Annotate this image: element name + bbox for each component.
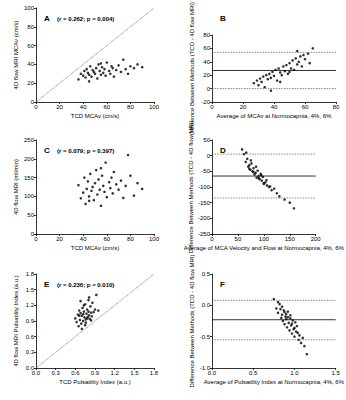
svg-text:Difference Between Methods (TC: Difference Between Methods (TCD - 4D flo… xyxy=(189,255,195,388)
svg-text:20: 20 xyxy=(203,72,210,78)
svg-text:100: 100 xyxy=(149,236,160,242)
svg-text:0.6: 0.6 xyxy=(71,370,80,376)
svg-text:40: 40 xyxy=(271,104,278,110)
svg-text:20: 20 xyxy=(27,80,34,86)
svg-text:100: 100 xyxy=(24,193,35,199)
svg-text:80: 80 xyxy=(203,32,210,38)
svg-text:TCD Pulsatility Index (a.u.): TCD Pulsatility Index (a.u.) xyxy=(59,379,130,385)
svg-text:50: 50 xyxy=(27,212,34,218)
svg-text:0.5: 0.5 xyxy=(202,271,211,277)
svg-text:60: 60 xyxy=(103,104,110,110)
svg-text:150: 150 xyxy=(285,236,296,242)
svg-text:-20: -20 xyxy=(201,99,210,105)
svg-text:0: 0 xyxy=(207,86,211,92)
svg-text:(r = 0.079; p = 0.397): (r = 0.079; p = 0.397) xyxy=(57,148,114,154)
svg-text:0: 0 xyxy=(34,236,38,242)
svg-text:(r = 0.262; p = 0.004): (r = 0.262; p = 0.004) xyxy=(57,16,114,22)
svg-text:50: 50 xyxy=(203,137,210,143)
svg-text:20: 20 xyxy=(56,236,63,242)
svg-text:E: E xyxy=(44,280,50,289)
svg-text:0.0: 0.0 xyxy=(202,302,211,308)
svg-text:0.6: 0.6 xyxy=(26,334,35,340)
svg-text:-50: -50 xyxy=(201,168,210,174)
svg-text:0.3: 0.3 xyxy=(26,349,35,355)
svg-text:4D flow MRI Pulsatility Index: 4D flow MRI Pulsatility Index (a.u.) xyxy=(13,275,19,367)
svg-text:40: 40 xyxy=(27,61,34,67)
svg-text:80: 80 xyxy=(333,104,340,110)
svg-text:0.0: 0.0 xyxy=(208,370,217,376)
svg-text:50: 50 xyxy=(235,236,242,242)
svg-text:-200: -200 xyxy=(198,215,211,221)
svg-text:0.0: 0.0 xyxy=(32,370,41,376)
svg-text:200: 200 xyxy=(311,236,322,242)
svg-text:0.9: 0.9 xyxy=(26,318,35,324)
svg-text:4D flow MRI (ml/min): 4D flow MRI (ml/min) xyxy=(13,159,19,215)
svg-text:0.0: 0.0 xyxy=(25,365,34,371)
svg-text:-100: -100 xyxy=(198,184,211,190)
svg-text:1.2: 1.2 xyxy=(26,302,35,308)
svg-text:1.0: 1.0 xyxy=(290,370,299,376)
svg-text:60: 60 xyxy=(302,104,309,110)
svg-text:F: F xyxy=(220,280,225,289)
svg-text:(r = 0.236; p = 0.010): (r = 0.236; p = 0.010) xyxy=(57,282,114,288)
svg-text:-0.5: -0.5 xyxy=(200,334,211,340)
svg-text:Average of MCA Velocity and Fl: Average of MCA Velocity and Flow at Norm… xyxy=(184,245,345,251)
svg-text:100: 100 xyxy=(24,5,35,11)
svg-text:Average of Pulsatility Index a: Average of Pulsatility Index at Normocap… xyxy=(204,379,345,385)
svg-text:100: 100 xyxy=(259,236,270,242)
svg-text:TCD MCAv (cm/s): TCD MCAv (cm/s) xyxy=(71,113,120,119)
svg-text:100: 100 xyxy=(149,104,160,110)
svg-text:Difference Between Methods (TC: Difference Between Methods (TCD - 4D flo… xyxy=(189,2,195,135)
svg-text:-1.0: -1.0 xyxy=(199,365,210,371)
svg-text:40: 40 xyxy=(80,104,87,110)
svg-text:0: 0 xyxy=(30,99,34,105)
svg-text:200: 200 xyxy=(24,156,35,162)
svg-text:-150: -150 xyxy=(198,200,211,206)
svg-text:0: 0 xyxy=(210,236,214,242)
svg-text:D: D xyxy=(220,146,226,155)
svg-text:C: C xyxy=(44,146,50,155)
svg-text:0: 0 xyxy=(30,231,34,237)
svg-text:80: 80 xyxy=(127,236,134,242)
svg-text:20: 20 xyxy=(56,104,63,110)
svg-text:0: 0 xyxy=(210,104,214,110)
svg-text:40: 40 xyxy=(80,236,87,242)
svg-text:0.9: 0.9 xyxy=(91,370,100,376)
svg-text:250: 250 xyxy=(24,137,35,143)
svg-text:0: 0 xyxy=(207,153,211,159)
svg-text:0.5: 0.5 xyxy=(249,370,258,376)
svg-text:1.8: 1.8 xyxy=(26,271,35,277)
svg-text:60: 60 xyxy=(27,43,34,49)
svg-text:1.5: 1.5 xyxy=(130,370,139,376)
svg-text:1.5: 1.5 xyxy=(26,287,35,293)
svg-text:-250: -250 xyxy=(198,231,211,237)
svg-text:Difference Between Methods (TC: Difference Between Methods (TCD - 4D flo… xyxy=(188,121,194,254)
svg-text:Average of MCAv at Normocapnia: Average of MCAv at Normocapnia, 4%, 6% xyxy=(217,113,333,119)
svg-text:A: A xyxy=(44,14,50,23)
svg-text:1.8: 1.8 xyxy=(150,370,159,376)
svg-text:80: 80 xyxy=(27,24,34,30)
svg-text:B: B xyxy=(220,14,226,23)
svg-text:1.5: 1.5 xyxy=(332,370,341,376)
svg-text:0.3: 0.3 xyxy=(51,370,60,376)
svg-text:40: 40 xyxy=(203,59,210,65)
svg-text:60: 60 xyxy=(203,45,210,51)
svg-text:20: 20 xyxy=(240,104,247,110)
svg-text:60: 60 xyxy=(103,236,110,242)
svg-text:TCD MCAv (cm/s): TCD MCAv (cm/s) xyxy=(71,245,120,251)
svg-text:0: 0 xyxy=(34,104,38,110)
svg-text:80: 80 xyxy=(127,104,134,110)
svg-text:150: 150 xyxy=(24,175,35,181)
svg-text:1.2: 1.2 xyxy=(110,370,119,376)
svg-text:4D flow MRI MCAv (cm/s): 4D flow MRI MCAv (cm/s) xyxy=(13,21,19,90)
